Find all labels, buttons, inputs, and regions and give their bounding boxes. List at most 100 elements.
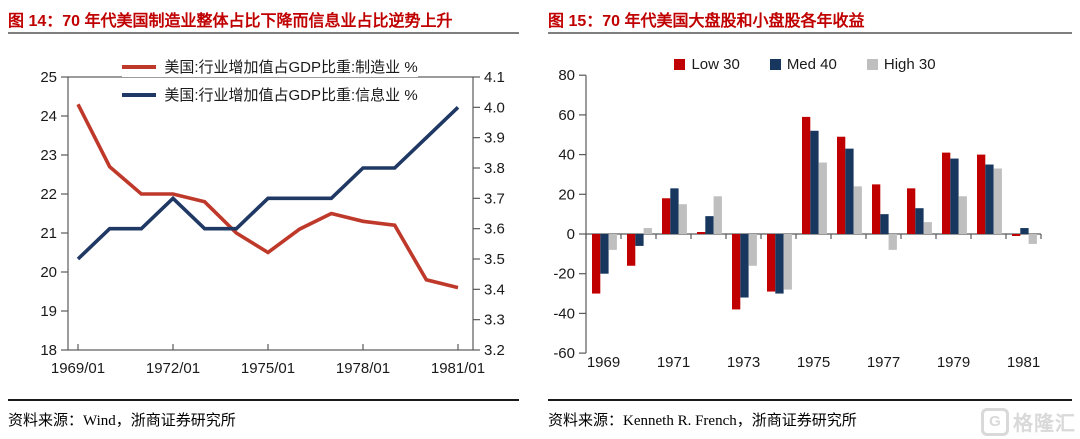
manufacturing-line-series	[76, 103, 459, 290]
source-text: Kenneth R. French，浙商证券研究所	[623, 413, 857, 429]
bar-1974-low30	[767, 234, 776, 292]
bar-chart-legend: Low 30 Med 40 High 30	[570, 56, 1040, 73]
bar-1974-med40	[775, 234, 784, 294]
svg-text:3.6: 3.6	[484, 221, 505, 238]
figure-15-title-rule	[548, 32, 1072, 34]
svg-text:3.8: 3.8	[484, 160, 505, 177]
low30-legend-label: Low 30	[691, 56, 740, 73]
bar-1969-low30	[592, 234, 601, 294]
manufacturing-line-swatch	[122, 64, 157, 69]
svg-text:22: 22	[40, 186, 57, 203]
bar-1981-med40	[1020, 228, 1029, 234]
svg-text:1972/01: 1972/01	[146, 360, 200, 377]
information-legend-label: 美国:行业增加值占GDP比重:信息业 %	[164, 87, 418, 104]
figure-15-title: 图 15：70 年代美国大盘股和小盘股各年收益	[548, 13, 865, 30]
bar-1977-med40	[880, 214, 889, 234]
svg-text:0: 0	[567, 226, 575, 243]
bar-1978-high30	[923, 222, 932, 234]
x-axis: 1969/01 1972/01 1975/01 1978/01 1981/01	[51, 344, 485, 377]
bar-1980-med40	[985, 164, 994, 234]
bar-1980-low30	[977, 154, 986, 234]
svg-text:1969/01: 1969/01	[51, 360, 105, 377]
figure-15-source: 资料来源：Kenneth R. French，浙商证券研究所	[548, 409, 857, 430]
bar-1971-med40	[670, 188, 679, 234]
gelonghui-logo: G 格隆汇	[981, 407, 1076, 436]
bar-series-high30	[608, 162, 1037, 290]
x-axis-labels: 1969 1971 1973 1975 1977 1979 1981	[587, 354, 1040, 371]
bar-1976-low30	[837, 136, 846, 234]
svg-text:1981/01: 1981/01	[431, 360, 485, 377]
source-label: 资料来源：	[548, 412, 624, 429]
svg-text:1978/01: 1978/01	[336, 360, 390, 377]
svg-text:21: 21	[40, 225, 57, 242]
bar-1978-low30	[907, 188, 916, 234]
svg-text:4.1: 4.1	[484, 69, 505, 86]
bar-1976-med40	[845, 148, 854, 234]
svg-text:1971: 1971	[657, 354, 690, 371]
bar-1979-med40	[950, 158, 959, 234]
svg-text:1981: 1981	[1007, 354, 1040, 371]
bar-1973-high30	[748, 234, 757, 266]
figure-14-bottom-rule	[8, 399, 519, 401]
gelonghui-logo-icon: G	[981, 407, 1009, 436]
svg-text:3.7: 3.7	[484, 190, 505, 207]
plot-frame	[67, 76, 474, 351]
bar-1981-high30	[1028, 234, 1037, 244]
high30-swatch	[866, 59, 878, 70]
svg-text:18: 18	[40, 342, 57, 359]
svg-text:80: 80	[558, 67, 575, 84]
svg-text:20: 20	[558, 186, 575, 203]
svg-text:1969: 1969	[587, 354, 620, 371]
bar-1981-low30	[1012, 234, 1021, 236]
svg-text:1973: 1973	[727, 354, 760, 371]
legend-item-manufacturing: 美国:行业增加值占GDP比重:制造业 %	[122, 56, 418, 77]
bar-1977-high30	[888, 234, 897, 250]
y-axis: 80 60 40 20 0 -20 -40 -60	[553, 67, 587, 362]
bar-1973-med40	[740, 234, 749, 298]
figure-14-title: 图 14：70 年代美国制造业整体占比下降而信息业占比逆势上升	[8, 13, 453, 30]
left-axis: 25 24 23 22 21 20 19 18	[40, 69, 68, 359]
svg-text:3.4: 3.4	[484, 281, 505, 298]
bar-1970-med40	[635, 234, 644, 246]
svg-text:1979: 1979	[937, 354, 970, 371]
panel-figure-15: 图 15：70 年代美国大盘股和小盘股各年收益 Low 30 Med 40 Hi…	[540, 0, 1080, 439]
figure-14-title-rule	[8, 32, 519, 34]
legend-item-low30: Low 30	[674, 56, 740, 73]
svg-text:1975: 1975	[797, 354, 830, 371]
bar-1971-low30	[662, 198, 671, 234]
bar-1975-med40	[810, 130, 819, 234]
svg-text:25: 25	[40, 69, 57, 86]
bar-1975-high30	[818, 162, 827, 234]
bar-1970-low30	[627, 234, 636, 266]
bar-1980-high30	[993, 168, 1002, 234]
svg-text:20: 20	[40, 264, 57, 281]
bar-1973-low30	[732, 234, 741, 310]
bar-1978-med40	[915, 208, 924, 234]
svg-text:19: 19	[40, 303, 57, 320]
source-text: Wind，浙商证券研究所	[83, 413, 236, 429]
svg-text:3.5: 3.5	[484, 251, 505, 268]
bar-1970-high30	[643, 228, 652, 234]
svg-text:1977: 1977	[867, 354, 900, 371]
legend-item-high30: High 30	[866, 56, 936, 73]
source-label: 资料来源：	[8, 412, 84, 429]
x-axis-baseline	[585, 233, 1042, 239]
bar-1969-high30	[608, 234, 617, 250]
bar-1977-low30	[872, 184, 881, 234]
bar-series-low30	[592, 116, 1021, 310]
low30-swatch	[674, 59, 686, 70]
med40-legend-label: Med 40	[786, 56, 837, 73]
svg-text:-60: -60	[553, 345, 575, 362]
svg-text:3.3: 3.3	[484, 312, 505, 329]
svg-text:23: 23	[40, 147, 57, 164]
information-line-swatch	[122, 92, 157, 97]
svg-text:40: 40	[558, 147, 575, 164]
legend-item-information: 美国:行业增加值占GDP比重:信息业 %	[122, 84, 418, 105]
line-chart: 25 24 23 22 21 20 19 18 4.1 4.0 3.9 3.8 3.7 3.6 3.5 3.4…	[40, 69, 505, 377]
bar-1972-med40	[705, 216, 714, 234]
svg-text:24: 24	[40, 108, 57, 125]
right-axis: 4.1 4.0 3.9 3.8 3.7 3.6 3.5 3.4 3.3 3.2	[473, 69, 505, 359]
svg-text:-20: -20	[553, 266, 575, 283]
